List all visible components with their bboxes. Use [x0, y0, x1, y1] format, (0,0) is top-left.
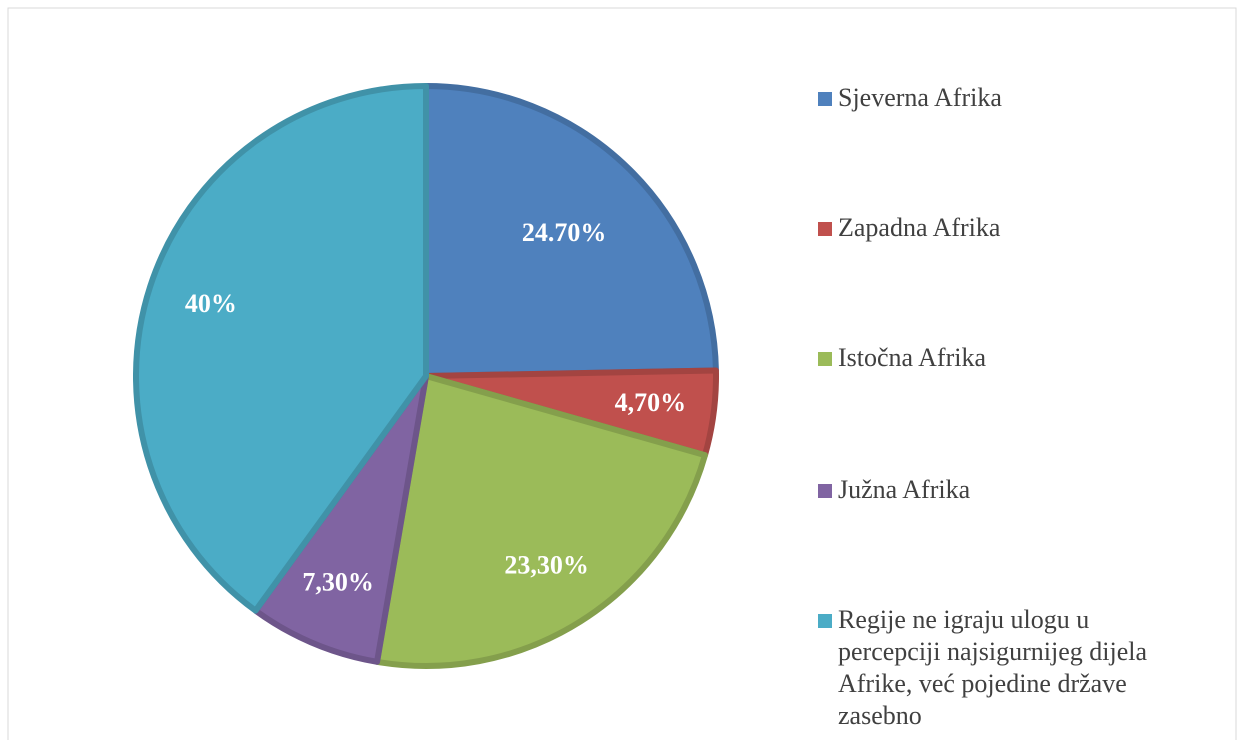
legend-swatch — [818, 614, 832, 628]
legend-swatch — [818, 222, 832, 236]
data-label: 7,30% — [302, 567, 374, 596]
pie-slice — [374, 373, 708, 669]
data-label: 23,30% — [504, 550, 589, 579]
legend-item: Sjeverna Afrika — [818, 82, 1158, 114]
pie-slice — [252, 373, 429, 665]
chart-frame — [7, 7, 1237, 740]
pie — [133, 83, 719, 669]
data-label: 24.70% — [522, 218, 607, 247]
legend-label: Istočna Afrika — [838, 343, 987, 372]
legend-item: Regije ne igraju ulogu u percepciji najs… — [818, 604, 1158, 732]
legend-label: Regije ne igraju ulogu u percepciji najs… — [838, 605, 1147, 730]
pie-slice — [423, 83, 719, 379]
legend-item: Istočna Afrika — [818, 342, 1158, 374]
legend-item: Južna Afrika — [818, 474, 1158, 506]
legend-label: Južna Afrika — [838, 475, 971, 504]
legend-swatch — [818, 484, 832, 498]
legend-item: Zapadna Afrika — [818, 212, 1158, 244]
legend-swatch — [818, 92, 832, 106]
data-label: 40% — [185, 289, 237, 318]
data-label: 4,70% — [615, 388, 687, 417]
legend-label: Sjeverna Afrika — [838, 83, 1002, 112]
legend-swatch — [818, 352, 832, 366]
legend-label: Zapadna Afrika — [838, 213, 1001, 242]
pie-slice — [133, 83, 429, 614]
